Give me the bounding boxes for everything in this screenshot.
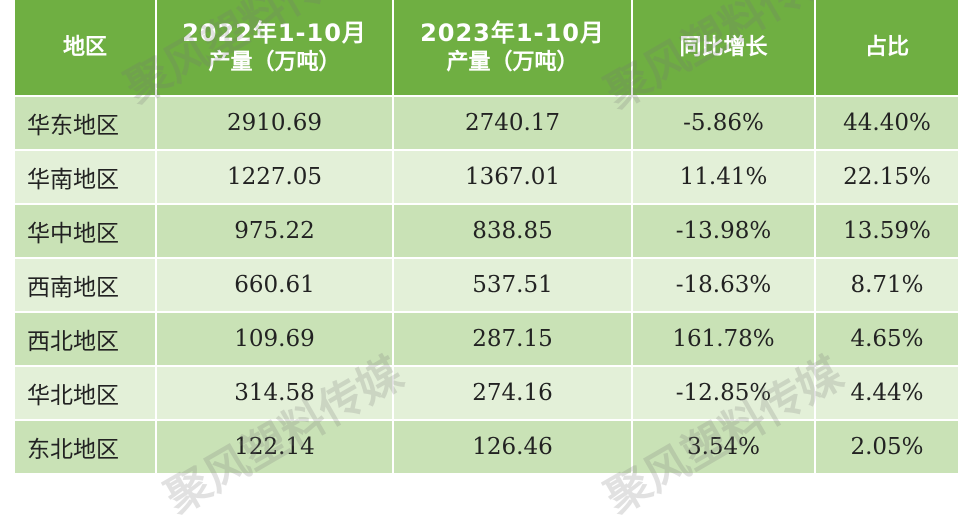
- value-cell: 109.69: [157, 313, 392, 365]
- value-cell: -12.85%: [633, 367, 814, 419]
- value-cell: 126.46: [394, 421, 631, 473]
- header-text: 产量（万吨）: [208, 49, 341, 75]
- value-cell: 4.65%: [816, 313, 958, 365]
- value-cell: 838.85: [394, 205, 631, 257]
- header-text: 产量（万吨）: [446, 49, 579, 75]
- value-cell: 314.58: [157, 367, 392, 419]
- region-cell: 华东地区: [15, 97, 155, 149]
- value-cell: 13.59%: [816, 205, 958, 257]
- value-cell: 122.14: [157, 421, 392, 473]
- value-cell: 22.15%: [816, 151, 958, 203]
- region-cell: 西北地区: [15, 313, 155, 365]
- value-cell: -18.63%: [633, 259, 814, 311]
- value-cell: -5.86%: [633, 97, 814, 149]
- region-cell: 华中地区: [15, 205, 155, 257]
- value-cell: 8.71%: [816, 259, 958, 311]
- table: 地区 2022年1-10月 产量（万吨） 2023年1-10月 产量（万吨） 同比增长 占比…: [15, 0, 958, 473]
- value-cell: 537.51: [394, 259, 631, 311]
- header-cell: 2023年1-10月 产量（万吨）: [394, 0, 631, 95]
- value-cell: 44.40%: [816, 97, 958, 149]
- region-cell: 华南地区: [15, 151, 155, 203]
- header-cell: 占比: [816, 0, 958, 95]
- value-cell: 2910.69: [157, 97, 392, 149]
- value-cell: 3.54%: [633, 421, 814, 473]
- value-cell: 975.22: [157, 205, 392, 257]
- region-cell: 华北地区: [15, 367, 155, 419]
- value-cell: 4.44%: [816, 367, 958, 419]
- value-cell: 161.78%: [633, 313, 814, 365]
- header-cell: 地区: [15, 0, 155, 95]
- page: 地区 2022年1-10月 产量（万吨） 2023年1-10月 产量（万吨） 同比增长 占比…: [15, 0, 958, 524]
- header-text: 2022年1-10月: [182, 18, 367, 47]
- header-text: 2023年1-10月: [420, 18, 605, 47]
- region-cell: 西南地区: [15, 259, 155, 311]
- value-cell: 1227.05: [157, 151, 392, 203]
- value-cell: 2740.17: [394, 97, 631, 149]
- header-cell: 同比增长: [633, 0, 814, 95]
- value-cell: 2.05%: [816, 421, 958, 473]
- value-cell: 11.41%: [633, 151, 814, 203]
- value-cell: 274.16: [394, 367, 631, 419]
- value-cell: 287.15: [394, 313, 631, 365]
- value-cell: 660.61: [157, 259, 392, 311]
- value-cell: -13.98%: [633, 205, 814, 257]
- header-cell: 2022年1-10月 产量（万吨）: [157, 0, 392, 95]
- region-cell: 东北地区: [15, 421, 155, 473]
- value-cell: 1367.01: [394, 151, 631, 203]
